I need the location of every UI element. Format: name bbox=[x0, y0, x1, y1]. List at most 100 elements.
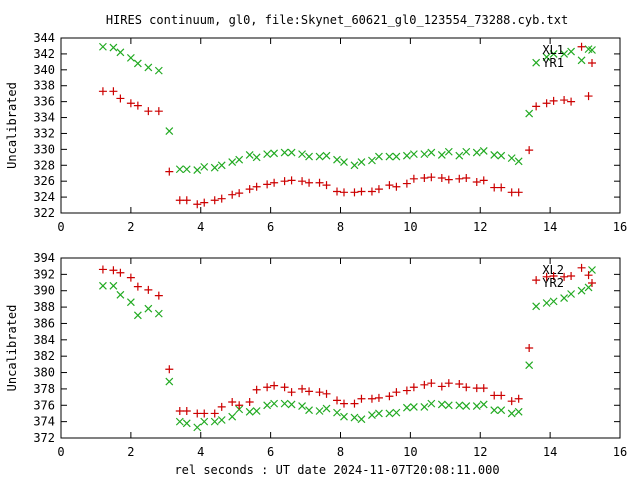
legend-label: XL2 bbox=[542, 263, 564, 277]
series-YR2 bbox=[98, 263, 593, 418]
data-point bbox=[252, 385, 261, 394]
data-point bbox=[315, 407, 324, 415]
data-point bbox=[497, 391, 506, 400]
data-point bbox=[298, 402, 306, 411]
data-point bbox=[252, 153, 261, 162]
data-point bbox=[182, 165, 191, 174]
data-point bbox=[228, 412, 237, 421]
data-point bbox=[305, 387, 314, 396]
data-point bbox=[542, 99, 551, 108]
data-point bbox=[235, 155, 244, 164]
data-point bbox=[245, 151, 254, 159]
data-point bbox=[165, 167, 174, 176]
data-point bbox=[420, 380, 429, 389]
data-point bbox=[497, 183, 506, 192]
legend-label: XL1 bbox=[542, 43, 564, 57]
data-point bbox=[228, 158, 237, 167]
data-point bbox=[193, 200, 202, 209]
y-axis-label: Uncalibrated bbox=[5, 305, 19, 392]
y-tick-label: 394 bbox=[33, 251, 55, 265]
data-point bbox=[210, 417, 219, 426]
data-point bbox=[497, 406, 506, 415]
y-tick-label: 388 bbox=[33, 300, 55, 314]
data-point bbox=[514, 394, 523, 403]
data-point bbox=[549, 96, 558, 105]
data-point bbox=[200, 162, 209, 171]
data-point bbox=[287, 148, 296, 157]
y-tick-label: 374 bbox=[33, 415, 55, 429]
data-point bbox=[210, 163, 219, 172]
data-point bbox=[455, 401, 464, 410]
data-point bbox=[532, 102, 541, 111]
data-point bbox=[235, 189, 244, 198]
data-point bbox=[577, 286, 586, 295]
data-point bbox=[322, 151, 331, 160]
data-point bbox=[210, 196, 219, 205]
data-point bbox=[245, 185, 254, 194]
data-point bbox=[409, 174, 418, 183]
data-point bbox=[507, 188, 516, 197]
y-tick-label: 384 bbox=[33, 333, 55, 347]
data-point bbox=[542, 272, 551, 281]
data-point bbox=[133, 101, 142, 110]
x-tick-label: 6 bbox=[267, 220, 274, 234]
data-point bbox=[263, 180, 272, 189]
data-point bbox=[99, 42, 107, 51]
data-point bbox=[350, 161, 359, 170]
data-point bbox=[392, 388, 401, 397]
data-point bbox=[350, 188, 359, 197]
data-point bbox=[420, 150, 429, 159]
data-point bbox=[210, 409, 219, 418]
data-point bbox=[200, 409, 209, 418]
data-point bbox=[154, 107, 163, 116]
data-point bbox=[270, 178, 279, 187]
x-tick-label: 4 bbox=[197, 445, 204, 459]
data-point bbox=[437, 151, 446, 159]
data-point bbox=[402, 403, 411, 412]
data-point bbox=[109, 87, 118, 96]
data-point bbox=[287, 388, 296, 397]
data-point bbox=[235, 405, 244, 414]
data-point bbox=[479, 176, 488, 185]
data-point bbox=[182, 419, 191, 428]
legend-marker bbox=[588, 59, 596, 67]
data-point bbox=[193, 409, 202, 418]
x-tick-label: 8 bbox=[337, 220, 344, 234]
data-point bbox=[437, 400, 446, 409]
y-tick-label: 376 bbox=[33, 398, 55, 412]
data-point bbox=[280, 399, 289, 408]
data-point bbox=[116, 290, 125, 299]
y-tick-label: 342 bbox=[33, 47, 55, 61]
data-point bbox=[217, 161, 226, 170]
data-point bbox=[126, 53, 135, 62]
y-tick-label: 382 bbox=[33, 349, 55, 363]
data-point bbox=[375, 409, 383, 418]
x-tick-label: 4 bbox=[197, 220, 204, 234]
data-point bbox=[444, 401, 453, 410]
data-point bbox=[165, 365, 174, 374]
data-point bbox=[549, 297, 558, 306]
data-point bbox=[532, 58, 541, 67]
data-point bbox=[98, 87, 107, 96]
data-point bbox=[497, 151, 506, 160]
y-tick-label: 378 bbox=[33, 382, 55, 396]
data-point bbox=[357, 394, 366, 403]
data-point bbox=[280, 177, 289, 186]
data-point bbox=[154, 291, 163, 300]
data-point bbox=[402, 386, 411, 395]
data-point bbox=[472, 384, 481, 393]
data-point bbox=[350, 413, 359, 422]
data-point bbox=[385, 152, 394, 161]
data-point bbox=[175, 196, 184, 205]
y-tick-label: 322 bbox=[33, 206, 55, 220]
data-point bbox=[409, 150, 418, 159]
data-point bbox=[305, 152, 313, 161]
data-point bbox=[144, 285, 153, 294]
x-tick-label: 16 bbox=[613, 445, 627, 459]
data-point bbox=[532, 276, 541, 285]
data-point bbox=[374, 393, 383, 402]
y-tick-label: 386 bbox=[33, 316, 55, 330]
data-point bbox=[525, 146, 534, 155]
data-point bbox=[252, 182, 261, 191]
data-point bbox=[109, 281, 118, 290]
